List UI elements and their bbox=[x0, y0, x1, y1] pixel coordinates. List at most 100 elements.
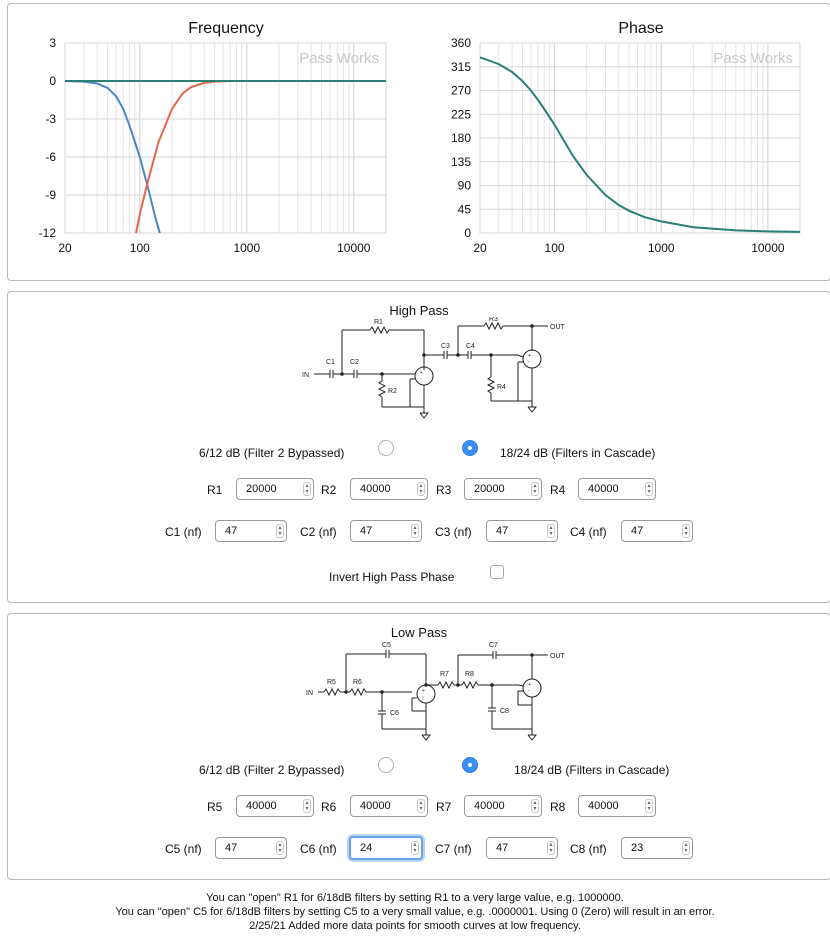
phase-x-tick-label: 20 bbox=[473, 241, 487, 255]
phase-y-tick-label: 270 bbox=[451, 84, 471, 98]
lp-c5-input[interactable]: ▴▾ bbox=[215, 837, 287, 859]
hp-option-b-radio[interactable] bbox=[462, 440, 478, 456]
lp-c8-input[interactable]: ▴▾ bbox=[621, 837, 693, 859]
hp-r1-label: R1 bbox=[207, 483, 223, 497]
phase-series-1-line bbox=[480, 56, 800, 233]
low-pass-panel: Low Pass IN R5 R6 C5 C6 + - R7 R8 C7 bbox=[7, 613, 830, 880]
hp-r2-value[interactable] bbox=[351, 479, 427, 499]
hp-c2-value[interactable] bbox=[351, 521, 421, 541]
phase-y-tick-label: 0 bbox=[464, 226, 471, 240]
lp-r6-stepper[interactable]: ▴ ▾ bbox=[417, 799, 425, 813]
lp-c7-stepper[interactable]: ▴ ▾ bbox=[547, 841, 555, 855]
lp-r5-stepper[interactable]: ▴ ▾ bbox=[303, 799, 311, 813]
lp-option-a-radio[interactable] bbox=[378, 757, 394, 773]
hp-r3-value[interactable] bbox=[465, 479, 541, 499]
footer-note-2: You can "open" C5 for 6/18dB filters by … bbox=[115, 906, 715, 918]
invert-phase-checkbox[interactable] bbox=[490, 565, 504, 579]
phase-x-tick-label: 10000 bbox=[751, 241, 785, 255]
invert-phase-label: Invert High Pass Phase bbox=[329, 570, 455, 584]
hp-c3-value[interactable] bbox=[487, 521, 557, 541]
lp-r8-input[interactable]: ▴▾ bbox=[578, 795, 656, 817]
frequency-x-tick-label: 100 bbox=[130, 241, 150, 255]
lp-r8-stepper[interactable]: ▴ ▾ bbox=[645, 799, 653, 813]
hp-c3-stepper[interactable]: ▴ ▾ bbox=[547, 524, 555, 538]
lp-r7-input[interactable]: ▴▾ bbox=[464, 795, 542, 817]
lp-option-b-radio[interactable] bbox=[462, 757, 478, 773]
hp-c2-stepper[interactable]: ▴ ▾ bbox=[411, 524, 419, 538]
hp-c4-input[interactable]: ▴▾ bbox=[621, 520, 693, 542]
lp-r7-stepper[interactable]: ▴ ▾ bbox=[531, 799, 539, 813]
phase-y-tick-label: 315 bbox=[451, 60, 471, 74]
hp-c1-input[interactable]: ▴▾ bbox=[215, 520, 287, 542]
lp-option-b-label: 18/24 dB (Filters in Cascade) bbox=[514, 763, 670, 777]
lp-c8-stepper[interactable]: ▴ ▾ bbox=[682, 841, 690, 855]
lp-c7-label: C7 (nf) bbox=[435, 842, 472, 856]
hp-r3-stepper[interactable]: ▴ ▾ bbox=[531, 482, 539, 496]
lp-r6-value[interactable] bbox=[351, 796, 427, 816]
hp-schematic-in-label: IN bbox=[302, 372, 309, 379]
phase-chart: Phase 360 315 270 225 180 135 90 45 020 100 1000 10… bbox=[451, 20, 801, 255]
hp-r1-stepper[interactable]: ▴ ▾ bbox=[303, 482, 311, 496]
hp-c1-stepper[interactable]: ▴ ▾ bbox=[276, 524, 284, 538]
frequency-watermark: Pass Works bbox=[299, 50, 379, 67]
phase-y-tick-label: 180 bbox=[451, 131, 471, 145]
hp-r4-value[interactable] bbox=[579, 479, 655, 499]
svg-text:+: + bbox=[528, 353, 531, 359]
svg-text:+: + bbox=[420, 370, 423, 376]
phase-y-tick-label: 225 bbox=[451, 107, 471, 121]
lp-schematic-r6-label: R6 bbox=[353, 679, 362, 686]
lp-schematic-c8-label: C8 bbox=[500, 708, 509, 715]
lp-c6-stepper[interactable]: ▴ ▾ bbox=[411, 841, 419, 855]
hp-r4-input[interactable]: ▴▾ bbox=[578, 478, 656, 500]
lp-schematic-r7-label: R7 bbox=[440, 671, 449, 678]
hp-option-a-label: 6/12 dB (Filter 2 Bypassed) bbox=[199, 446, 345, 460]
hp-c4-label: C4 (nf) bbox=[570, 525, 607, 539]
lp-c6-input[interactable]: ▴▾ bbox=[349, 836, 423, 860]
lp-c5-stepper[interactable]: ▴ ▾ bbox=[276, 841, 284, 855]
phase-chart-title: Phase bbox=[618, 20, 663, 37]
lp-schematic-in-label: IN bbox=[306, 690, 313, 697]
lp-c7-value[interactable] bbox=[487, 838, 557, 858]
hp-r1-input[interactable]: ▴▾ bbox=[236, 478, 314, 500]
hp-r2-input[interactable]: ▴▾ bbox=[350, 478, 428, 500]
high-pass-panel: High Pass IN C1 C2 R1 R2 + - bbox=[7, 291, 830, 603]
lp-c5-label: C5 (nf) bbox=[165, 842, 202, 856]
hp-r1-value[interactable] bbox=[237, 479, 313, 499]
phase-watermark: Pass Works bbox=[713, 50, 793, 67]
phase-y-tick-label: 360 bbox=[451, 36, 471, 50]
hp-r4-stepper[interactable]: ▴ ▾ bbox=[645, 482, 653, 496]
hp-c3-input[interactable]: ▴▾ bbox=[486, 520, 558, 542]
lp-c6-value[interactable] bbox=[351, 838, 421, 858]
lp-r5-value[interactable] bbox=[237, 796, 313, 816]
hp-c4-stepper[interactable]: ▴ ▾ bbox=[682, 524, 690, 538]
lp-c5-value[interactable] bbox=[216, 838, 286, 858]
hp-schematic-c1-label: C1 bbox=[326, 359, 335, 366]
lp-r7-value[interactable] bbox=[465, 796, 541, 816]
hp-r2-label: R2 bbox=[321, 483, 337, 497]
hp-r3-label: R3 bbox=[436, 483, 452, 497]
lp-c7-input[interactable]: ▴▾ bbox=[486, 837, 558, 859]
lp-r5-input[interactable]: ▴▾ bbox=[236, 795, 314, 817]
hp-c1-value[interactable] bbox=[216, 521, 286, 541]
hp-schematic-r4-label: R4 bbox=[497, 384, 506, 391]
frequency-x-tick-label: 10000 bbox=[337, 241, 371, 255]
hp-c2-input[interactable]: ▴▾ bbox=[350, 520, 422, 542]
hp-r3-input[interactable]: ▴▾ bbox=[464, 478, 542, 500]
hp-schematic-r2-label: R2 bbox=[388, 388, 397, 395]
lp-r6-input[interactable]: ▴▾ bbox=[350, 795, 428, 817]
phase-x-tick-label: 1000 bbox=[648, 241, 675, 255]
hp-r2-stepper[interactable]: ▴ ▾ bbox=[417, 482, 425, 496]
high-pass-schematic: IN C1 C2 R1 R2 + - C3 C bbox=[302, 317, 566, 419]
frequency-plot-area bbox=[64, 42, 387, 234]
svg-text:-: - bbox=[420, 376, 422, 382]
frequency-series-1-line bbox=[65, 80, 161, 233]
frequency-y-tick-label: -6 bbox=[45, 150, 56, 164]
low-pass-title: Low Pass bbox=[390, 625, 448, 640]
hp-c4-value[interactable] bbox=[622, 521, 692, 541]
hp-c3-label: C3 (nf) bbox=[435, 525, 472, 539]
lp-r7-label: R7 bbox=[436, 800, 452, 814]
hp-option-a-radio[interactable] bbox=[378, 440, 394, 456]
lp-r8-value[interactable] bbox=[579, 796, 655, 816]
lp-c8-value[interactable] bbox=[622, 838, 692, 858]
